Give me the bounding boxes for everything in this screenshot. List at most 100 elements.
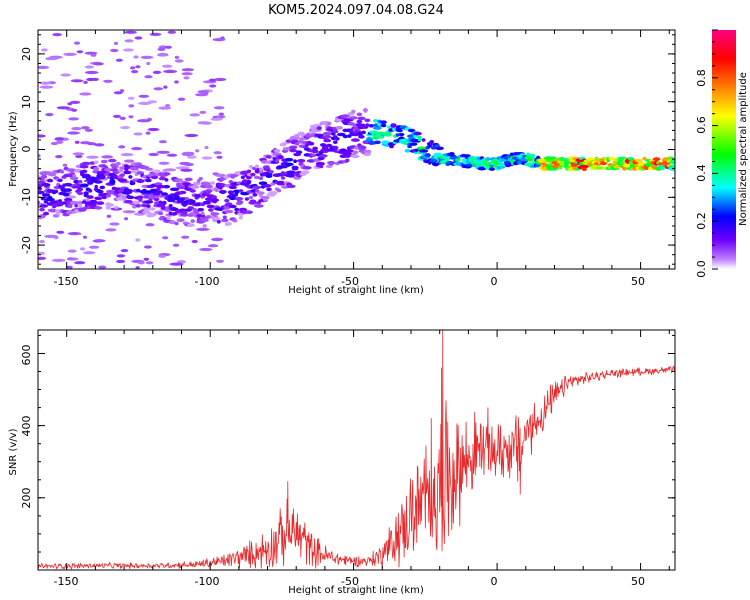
spectrogram-cell-741 [227,190,234,194]
colorbar-tick-label-0: 0.0 [695,260,708,278]
bot-xtick-label-4: 50 [631,575,645,588]
spectrogram-cell-252 [179,161,191,166]
spectrogram-cell-759 [235,190,239,195]
spectrogram-cell-473 [119,173,125,177]
spectrogram-cell-501 [132,204,137,209]
spectrogram-cell-321 [59,170,65,174]
spectrogram-cell-1498 [642,156,647,161]
spectrogram-cell-1094 [371,136,379,140]
spectrogram-cell-559 [152,191,161,196]
spectrogram-cell-219 [56,140,64,144]
spectrogram-cell-1028 [342,134,348,139]
spectrogram-cell-687 [204,184,214,189]
spectrogram-cell-580 [164,178,169,182]
spectrogram-cell-1183 [430,146,437,150]
spectrogram-cell-894 [287,174,295,178]
spectrogram-cell-526 [139,165,150,170]
spectrogram-cell-197 [113,91,123,95]
spectrogram-cell-234 [210,117,223,121]
spectrogram-cell-513 [136,188,141,193]
spectrogram-cell-601 [170,207,179,212]
spectrogram-cell-223 [38,256,47,260]
spectrogram-cell-1149 [407,128,416,133]
top-ytick-label-2: 0 [20,146,33,153]
spectrogram-cell-161 [162,64,173,68]
spectrogram-cell-238 [68,117,79,121]
spectrogram-cell-243 [186,155,197,159]
spectrogram-cell-278 [40,204,48,208]
spectrogram-cell-634 [184,182,189,187]
spectrogram-cell-418 [96,201,105,205]
spectrogram-cell-277 [40,175,48,179]
spectrogram-cell-232 [109,222,120,226]
spectrogram-cell-1166 [421,138,426,142]
spectrogram-cell-726 [221,218,229,223]
spectrogram-cell-988 [326,143,333,148]
spectrogram-cell-160 [74,140,80,144]
spectrogram-cell-339 [64,182,73,187]
spectrogram-cell-185 [41,48,48,52]
spectrogram-cells [38,30,675,269]
spectrogram-cell-247 [153,87,164,91]
spectrogram-cell-38 [120,153,134,157]
spectrogram-cell-138 [169,262,184,266]
spectrogram-cell-493 [126,195,135,200]
spectrogram-cell-155 [216,115,226,119]
spectrogram-cell-15 [83,235,87,239]
spectrogram-cell-4 [70,79,84,83]
spectrogram-cell-249 [74,41,80,45]
spectrogram-cell-1 [158,106,172,110]
spectrogram-cell-400 [91,199,98,204]
spectrogram-cell-628 [182,203,187,207]
spectrogram-cell-172 [180,168,193,172]
spectrogram-cell-1162 [417,135,422,140]
spectrogram-cell-1269 [488,167,495,171]
spectrogram-cell-567 [156,184,165,189]
spectrogram-cell-865 [278,155,284,159]
spectrogram-cell-787 [246,169,252,174]
spectrogram-cell-259 [119,116,126,120]
spectrogram-cell-226 [174,80,179,84]
spectrogram-cell-79 [52,33,62,37]
spectrogram-cell-757 [234,207,240,212]
spectrogram-cell-217 [157,47,166,52]
spectrogram-cell-257 [54,137,65,141]
spectrogram-cell-48 [177,260,186,264]
bot-ytick-label-1: 400 [20,416,33,437]
spectrogram-cell-145 [127,96,135,100]
spectrogram-cell-518 [138,178,143,183]
spectrogram-cell-1049 [349,116,358,120]
spectrogram-cell-1489 [634,158,643,163]
spectrogram-cell-350 [71,185,77,189]
spectrogram-cell-1182 [429,158,439,163]
spectrogram-cell-963 [316,126,322,130]
spectrogram-cell-184 [133,132,143,136]
spectrogram-cell-765 [238,215,243,220]
spectrogram-cell-368 [76,200,84,205]
top-xtick-label-2: -50 [341,275,359,288]
spectrogram-cell-618 [176,218,185,222]
spectrogram-cell-83 [201,156,213,160]
spectrogram-cell-677 [200,218,209,222]
spectrogram-cell-1203 [444,156,452,161]
bot-x-axis-label: Height of straight line (km) [288,585,424,596]
spectrogram-cell-34 [158,161,170,165]
spectrogram-cell-46 [87,142,97,146]
spectrogram-cell-365 [77,187,84,192]
spectrogram-cell-698 [210,181,215,185]
spectrogram-cell-1501 [643,166,650,170]
top-y-axis-label: Frequency (Hz) [8,111,19,187]
spectrogram-cell-420 [99,175,106,180]
spectrogram-cell-135 [181,235,190,239]
spectrogram-cell-157 [83,80,88,84]
spectrogram-cell-136 [197,121,211,125]
spectrogram-cell-491 [128,175,133,179]
spectrogram-cell-532 [142,207,151,211]
spectrogram-cell-592 [168,211,173,216]
spectrogram-cell-1106 [380,123,387,128]
spectrogram-cell-994 [328,162,334,166]
spectrogram-cell-88 [38,65,50,69]
spectrogram-cell-788 [244,210,253,214]
spectrogram-cell-90 [145,131,151,135]
